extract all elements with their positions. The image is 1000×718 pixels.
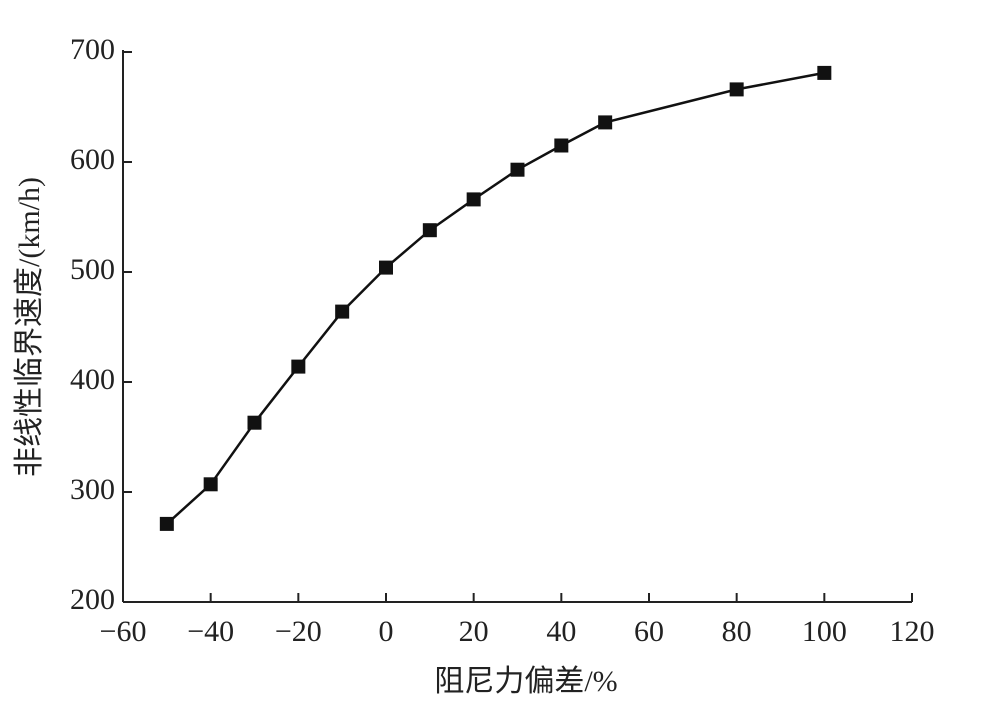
data-point [422,223,437,238]
x-tick-label: 120 [890,615,935,648]
x-tick-label: 40 [546,615,576,648]
x-tick-label: 80 [722,615,752,648]
data-point [817,65,832,80]
x-axis-label: 阻尼力偏差/% [434,665,617,698]
data-point [379,260,393,275]
data-point [335,304,350,319]
y-tick-label: 300 [70,473,115,506]
x-tick-label: 100 [802,615,847,648]
data-point [466,192,481,207]
x-tick-label: 60 [634,615,664,648]
x-tick-label: −60 [100,615,147,648]
data-point [203,477,218,492]
data-point [729,82,744,97]
data-point [598,115,613,130]
y-tick-label: 400 [70,363,115,396]
x-tick-label: −40 [187,615,234,648]
y-tick-label: 600 [70,143,115,176]
y-tick-label: 200 [70,583,115,616]
data-point [291,359,306,374]
data-point [247,415,262,430]
y-tick-label: 500 [70,253,115,286]
y-axis-label: 非线性临界速度/(km/h) [13,177,46,477]
y-tick-label: 700 [70,33,115,66]
data-point [159,516,174,531]
data-point [510,162,525,177]
data-line [165,71,825,525]
x-tick-label: −20 [275,615,322,648]
data-point [554,138,569,153]
x-tick-label: 20 [459,615,489,648]
x-tick-label: 0 [379,615,394,648]
